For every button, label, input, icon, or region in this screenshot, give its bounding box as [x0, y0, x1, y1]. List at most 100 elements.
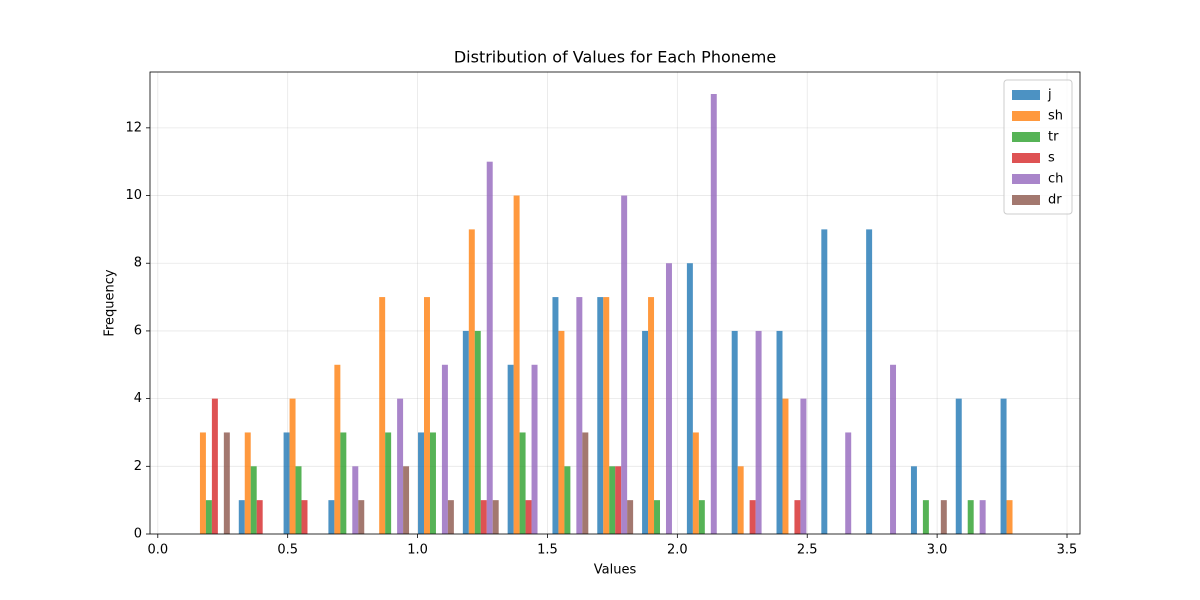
bar: [295, 466, 302, 534]
x-axis-label: Values: [594, 563, 637, 578]
bar: [447, 500, 454, 534]
bar: [776, 330, 783, 534]
bar: [597, 297, 604, 534]
chart-title: Distribution of Values for Each Phoneme: [454, 48, 776, 67]
bar: [250, 466, 257, 534]
plot-frame: [149, 71, 1081, 535]
bar: [615, 466, 622, 534]
x-tick-label: 3.5: [1057, 543, 1078, 558]
y-tick-label: 10: [125, 188, 142, 203]
bar: [423, 297, 430, 534]
bar: [340, 432, 347, 534]
bar: [794, 500, 801, 534]
bar: [692, 432, 699, 534]
bar: [358, 500, 365, 534]
legend-label: ch: [1048, 172, 1063, 187]
legend-label: s: [1048, 151, 1055, 166]
bar: [531, 364, 538, 534]
bar: [642, 330, 649, 534]
bar: [665, 263, 672, 534]
bar: [519, 432, 526, 534]
bar: [223, 432, 230, 534]
bar: [576, 297, 583, 534]
bar: [283, 432, 290, 534]
legend: j sh tr s ch dr: [1003, 79, 1073, 215]
bar: [1006, 500, 1013, 534]
bar: [845, 432, 852, 534]
bar: [289, 398, 296, 534]
bar: [582, 432, 589, 534]
bar: [328, 500, 335, 534]
bar: [609, 466, 616, 534]
bar: [211, 398, 218, 534]
bar: [238, 500, 245, 534]
x-tick-label: 0.5: [277, 543, 298, 558]
bar: [755, 330, 762, 534]
x-tick-label: 3.0: [927, 543, 948, 558]
bar: [256, 500, 263, 534]
legend-label: j: [1047, 88, 1052, 103]
legend-frame: [1003, 79, 1073, 215]
bar: [558, 330, 565, 534]
bar: [403, 466, 410, 534]
bar: [385, 432, 392, 534]
bar: [627, 500, 634, 534]
bar: [480, 500, 487, 534]
bar: [955, 398, 962, 534]
bar: [205, 500, 212, 534]
bar: [486, 161, 493, 534]
bar: [967, 500, 974, 534]
y-tick-label: 0: [134, 527, 142, 542]
legend-swatch: [1012, 90, 1040, 100]
bar: [922, 500, 929, 534]
bar: [648, 297, 655, 534]
bar: [698, 500, 705, 534]
bar: [1000, 398, 1007, 534]
bar: [468, 229, 475, 534]
bar: [910, 466, 917, 534]
x-tick-label: 1.0: [407, 543, 428, 558]
legend-swatch: [1012, 111, 1040, 121]
bar: [418, 432, 424, 534]
bar: [244, 432, 251, 534]
x-tick-label: 2.5: [797, 543, 818, 558]
bar: [301, 500, 308, 534]
bar: [940, 500, 947, 534]
legend-swatch: [1012, 195, 1040, 205]
bar: [564, 466, 571, 534]
legend-swatch: [1012, 174, 1040, 184]
bar: [749, 500, 756, 534]
bar: [686, 263, 693, 534]
y-tick-label: 2: [134, 459, 142, 474]
legend-label: dr: [1048, 193, 1062, 208]
y-tick-label: 12: [125, 120, 142, 135]
bar: [429, 432, 436, 534]
legend-label: sh: [1048, 109, 1063, 124]
bar: [731, 330, 738, 534]
bar: [821, 229, 828, 534]
y-tick-label: 6: [134, 323, 142, 338]
bar: [507, 364, 514, 534]
bar: [397, 398, 404, 534]
bar: [352, 466, 359, 534]
y-tick-label: 4: [134, 391, 142, 406]
bar: [474, 330, 481, 534]
bar: [513, 195, 520, 535]
bar: [979, 500, 986, 534]
y-axis-label: Frequency: [103, 269, 118, 336]
x-tick-label: 0.0: [147, 543, 168, 558]
bar: [737, 466, 744, 534]
bar: [782, 398, 789, 534]
legend-label: tr: [1048, 130, 1059, 145]
bar: [525, 500, 532, 534]
x-tick-label: 1.5: [537, 543, 558, 558]
bar: [621, 195, 628, 535]
bar: [441, 364, 448, 534]
bar: [866, 229, 873, 534]
bar: [379, 297, 386, 534]
bar: [492, 500, 499, 534]
bar: [800, 398, 807, 534]
legend-swatch: [1012, 132, 1040, 142]
legend-swatch: [1012, 153, 1040, 163]
